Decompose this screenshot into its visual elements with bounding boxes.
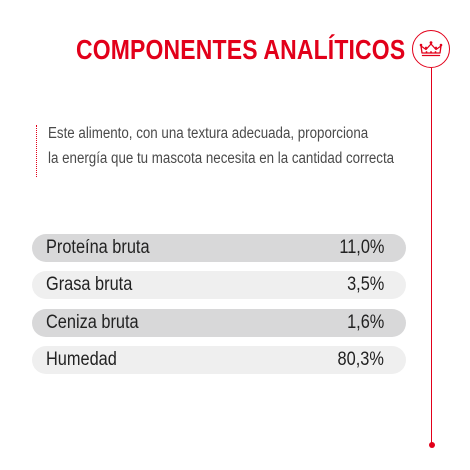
component-label: Grasa bruta — [46, 274, 133, 296]
component-label: Ceniza bruta — [46, 311, 139, 333]
component-label: Humedad — [46, 349, 117, 371]
component-value: 11,0% — [338, 237, 384, 258]
crown-icon — [419, 41, 443, 57]
description-dotted-rule — [36, 125, 37, 177]
component-row: Proteína bruta 11,0% — [32, 234, 406, 262]
component-row: Ceniza bruta 1,6% — [32, 308, 406, 337]
decorative-vertical-line — [431, 68, 433, 444]
component-row: Grasa bruta 3,5% — [32, 271, 406, 300]
component-value: 3,5% — [346, 274, 384, 296]
decorative-line-end-dot — [428, 442, 435, 448]
components-table: Proteína bruta 11,0% Grasa bruta 3,5% Ce… — [32, 234, 406, 384]
component-value: 1,6% — [346, 311, 384, 333]
description-line-1: Este alimento, con una textura adecuada,… — [48, 125, 369, 142]
component-value: 80,3% — [337, 349, 384, 371]
component-row: Humedad 80,3% — [32, 346, 406, 375]
description-block: Este alimento, con una textura adecuada,… — [36, 121, 416, 177]
description-line-2: la energía que tu mascota necesita en la… — [48, 150, 395, 167]
page-title: COMPONENTES ANALÍTICOS — [76, 34, 406, 65]
component-label: Proteína bruta — [46, 237, 150, 258]
brand-badge — [412, 30, 450, 68]
description-text: Este alimento, con una textura adecuada,… — [36, 121, 395, 171]
